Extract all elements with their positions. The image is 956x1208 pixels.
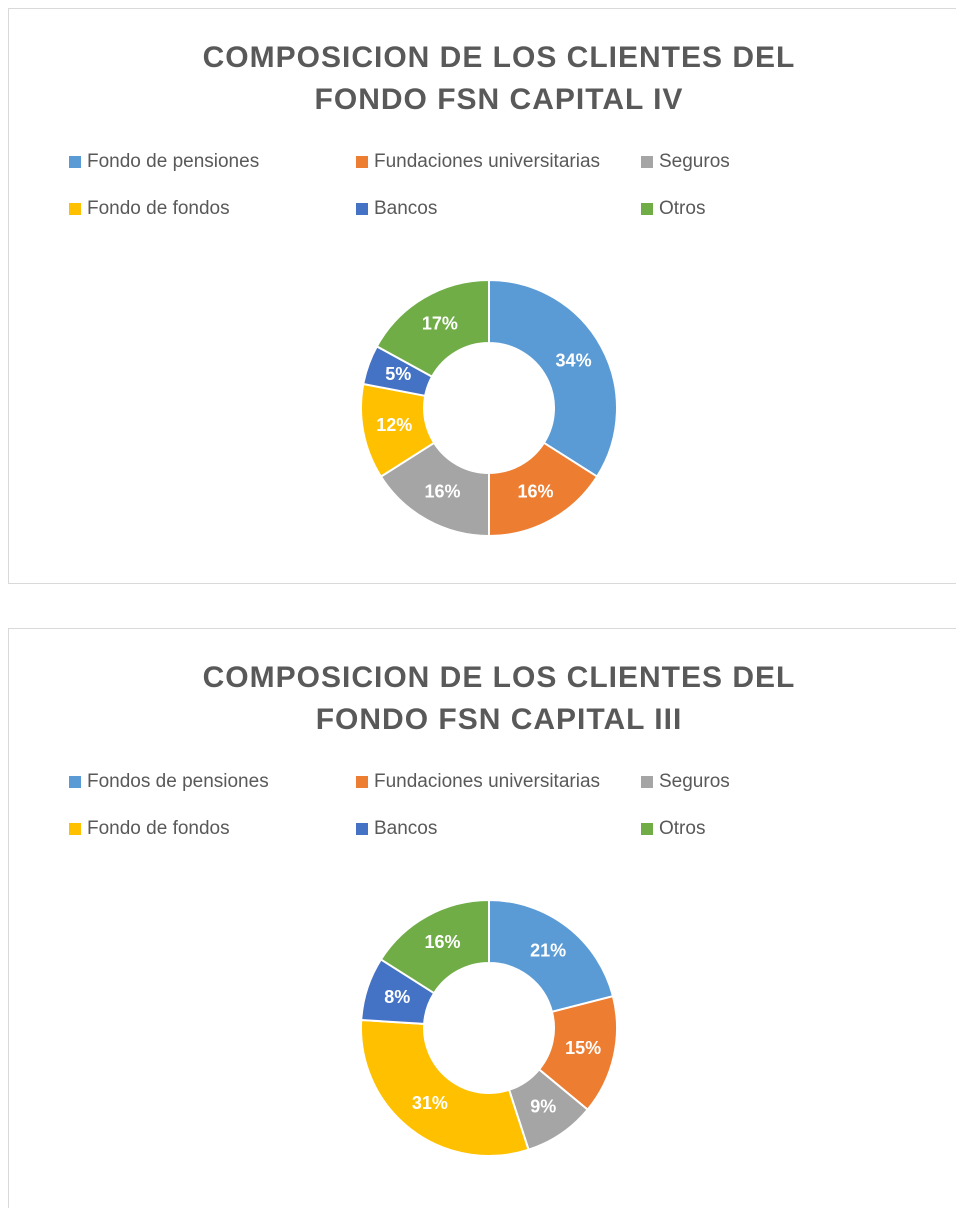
chart-title: COMPOSICION DE LOS CLIENTES DEL FONDO FS… bbox=[202, 41, 796, 116]
data-label: 16% bbox=[424, 481, 460, 501]
legend-item: Bancos bbox=[356, 198, 437, 220]
legend-swatch bbox=[641, 156, 653, 168]
legend-swatch bbox=[356, 156, 368, 168]
chart-panel: 34% 16% 16% 12% 5% 17% COMPOSICION DE LOS CLIE… bbox=[8, 8, 956, 584]
legend-label: Bancos bbox=[374, 818, 438, 839]
data-label: 31% bbox=[412, 1093, 448, 1113]
data-label: 21% bbox=[530, 941, 566, 961]
legend-item: Fondo de pensiones bbox=[69, 151, 259, 173]
legend-item: Fondo de fondos bbox=[69, 818, 230, 840]
legend-label: Otros bbox=[659, 198, 706, 219]
data-label: 16% bbox=[517, 481, 553, 501]
legend-label: Fondo de fondos bbox=[87, 198, 230, 219]
donut-slice bbox=[488, 278, 618, 478]
legend-item: Bancos bbox=[356, 818, 437, 840]
legend-swatch bbox=[69, 776, 81, 788]
legend-label: Otros bbox=[659, 818, 706, 839]
data-label: 16% bbox=[424, 932, 460, 952]
data-label: 5% bbox=[385, 364, 411, 384]
legend-label: Fondo de fondos bbox=[87, 818, 230, 839]
legend-label: Fundaciones universitarias bbox=[374, 151, 601, 172]
legend-swatch bbox=[356, 823, 368, 835]
legend-swatch bbox=[641, 823, 653, 835]
legend-label: Fundaciones universitarias bbox=[374, 771, 601, 792]
legend-swatch bbox=[356, 776, 368, 788]
data-label: 17% bbox=[422, 314, 458, 334]
data-label: 8% bbox=[384, 987, 410, 1007]
legend-item: Fundaciones universitarias bbox=[356, 151, 600, 173]
legend-label: Fondo de pensiones bbox=[87, 151, 260, 172]
legend-label: Seguros bbox=[659, 151, 730, 172]
data-label: 34% bbox=[556, 350, 592, 370]
donut-slice bbox=[379, 898, 490, 995]
data-label: 9% bbox=[530, 1097, 556, 1117]
donut-slice bbox=[360, 1018, 530, 1157]
donut-chart: 21% 15% 9% 31% 8% 16% bbox=[360, 898, 618, 1157]
legend-swatch bbox=[69, 203, 81, 215]
data-label: 15% bbox=[565, 1038, 601, 1058]
chart-panel: 21% 15% 9% 31% 8% 16% COMPOSICION DE LOS CLIEN… bbox=[8, 628, 956, 1208]
legend-swatch bbox=[356, 203, 368, 215]
donut-chart: 34% 16% 16% 12% 5% 17% bbox=[360, 278, 618, 538]
legend-swatch bbox=[641, 203, 653, 215]
legend-item: Seguros bbox=[641, 151, 730, 173]
data-label: 12% bbox=[376, 415, 412, 435]
legend-item: Fondos de pensiones bbox=[69, 771, 269, 793]
legend-swatch bbox=[641, 776, 653, 788]
legend-label: Fondos de pensiones bbox=[87, 771, 269, 792]
chart-title: COMPOSICION DE LOS CLIENTES DEL FONDO FS… bbox=[202, 661, 796, 736]
legend-swatch bbox=[69, 823, 81, 835]
legend-item: Seguros bbox=[641, 771, 730, 793]
legend-item: Otros bbox=[641, 818, 705, 840]
legend-label: Seguros bbox=[659, 771, 730, 792]
legend-swatch bbox=[69, 156, 81, 168]
legend-label: Bancos bbox=[374, 198, 438, 219]
donut-slice bbox=[488, 898, 615, 1014]
legend-item: Otros bbox=[641, 198, 705, 220]
legend-item: Fondo de fondos bbox=[69, 198, 230, 220]
legend-item: Fundaciones universitarias bbox=[356, 771, 600, 793]
donut-slice bbox=[375, 278, 490, 379]
